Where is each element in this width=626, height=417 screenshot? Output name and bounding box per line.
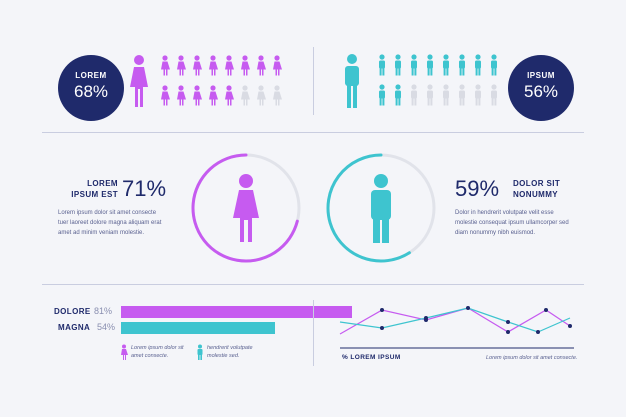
bar-label: DOLORE <box>54 307 91 316</box>
bottom-divider <box>313 300 314 366</box>
man-icon <box>443 54 449 76</box>
lorem-badge: LOREM 68% <box>58 55 124 121</box>
women-pictograph <box>130 55 282 107</box>
man-icon <box>395 54 401 76</box>
right-stat-title1: DOLOR SIT <box>513 179 561 188</box>
left-stat-body: Lorem ipsum dolor sit amet consecte tuer… <box>58 208 208 238</box>
right-stat-title2: NONUMMY <box>513 190 559 199</box>
line-chart <box>339 306 574 349</box>
right-stat-value: 59% <box>455 176 500 201</box>
man-icon <box>427 54 433 76</box>
man-icon <box>491 54 497 76</box>
man-icon <box>491 84 497 106</box>
woman-icon <box>273 55 282 76</box>
man-icon-large <box>345 54 359 108</box>
bar-fill-dolore <box>121 306 352 318</box>
left-stat-title1: LOREM <box>87 179 118 188</box>
legend-text: molestie sed. <box>207 353 240 359</box>
bar-value: 54% <box>97 322 116 332</box>
woman-icon <box>273 85 282 106</box>
woman-icon <box>241 55 250 76</box>
ipsum-badge: IPSUM 56% <box>508 55 574 121</box>
bar-row: DOLORE 81% <box>54 305 352 319</box>
man-icon <box>459 54 465 76</box>
man-icon <box>379 54 385 76</box>
man-icon <box>475 54 481 76</box>
woman-icon <box>225 85 234 106</box>
legend-text: hendrerit volutpate <box>207 345 253 351</box>
ipsum-badge-label: IPSUM <box>527 71 555 80</box>
woman-icon <box>177 85 186 106</box>
legend-text: Lorem ipsum dolor sit <box>131 345 184 351</box>
woman-icon <box>209 55 218 76</box>
woman-icon <box>225 55 234 76</box>
right-body-line: molestie consequat ipsum ullamcorper sed <box>455 220 569 226</box>
woman-icon <box>161 55 170 76</box>
line-chart-caption: Lorem ipsum dolor sit amet consecte. <box>486 355 578 361</box>
man-icon <box>379 84 385 106</box>
series-purple <box>339 307 571 335</box>
woman-icon <box>257 55 266 76</box>
man-icon <box>459 84 465 106</box>
top-divider <box>313 47 314 115</box>
right-body-line: Dolor in hendrerit volutpate velit esse <box>455 210 554 216</box>
man-icon <box>411 54 417 76</box>
left-body-line: Lorem ipsum dolor sit amet consecte <box>58 210 157 216</box>
left-stat-title2: IPSUM EST <box>71 190 118 199</box>
left-stat-value: 71% <box>122 176 167 201</box>
woman-icon <box>233 174 259 242</box>
left-body-line: tuer laoreet dolore magna aliquam erat <box>58 220 162 226</box>
woman-icon <box>193 55 202 76</box>
bar-row: MAGNA 54% <box>54 321 294 335</box>
man-icon <box>395 84 401 106</box>
woman-icon <box>193 85 202 106</box>
woman-icon <box>257 85 266 106</box>
men-pictograph <box>345 54 497 108</box>
legend-text: amet consecte. <box>131 353 169 359</box>
series-purple-points <box>380 308 572 334</box>
woman-icon-large <box>130 55 148 107</box>
woman-icon <box>209 85 218 106</box>
series-teal <box>339 307 571 333</box>
ipsum-badge-value: 56% <box>523 82 559 101</box>
line-chart-xlabel: % LOREM IPSUM <box>342 354 401 361</box>
section-divider-bottom <box>42 284 584 285</box>
bar-value: 81% <box>94 306 113 316</box>
lorem-badge-label: LOREM <box>75 71 107 80</box>
right-stat-body: Dolor in hendrerit volutpate velit esse … <box>455 208 615 238</box>
right-body-line: diam nonummy nibh euismod. <box>455 230 536 236</box>
woman-legend-icon <box>121 344 128 360</box>
women-ring-gauge <box>191 153 301 263</box>
left-body-line: amet ad minim veniam molestie. <box>58 230 145 236</box>
men-ring-gauge <box>326 153 436 263</box>
man-icon <box>371 174 391 243</box>
woman-icon <box>177 55 186 76</box>
bar-fill-magna <box>121 322 275 334</box>
woman-icon <box>241 85 250 106</box>
section-divider-top <box>42 132 584 133</box>
man-icon <box>475 84 481 106</box>
bar-label: MAGNA <box>58 323 91 332</box>
lorem-badge-value: 68% <box>73 82 109 101</box>
man-icon <box>427 84 433 106</box>
woman-icon <box>161 85 170 106</box>
man-icon <box>411 84 417 106</box>
man-icon <box>443 84 449 106</box>
man-legend-icon <box>197 344 203 360</box>
